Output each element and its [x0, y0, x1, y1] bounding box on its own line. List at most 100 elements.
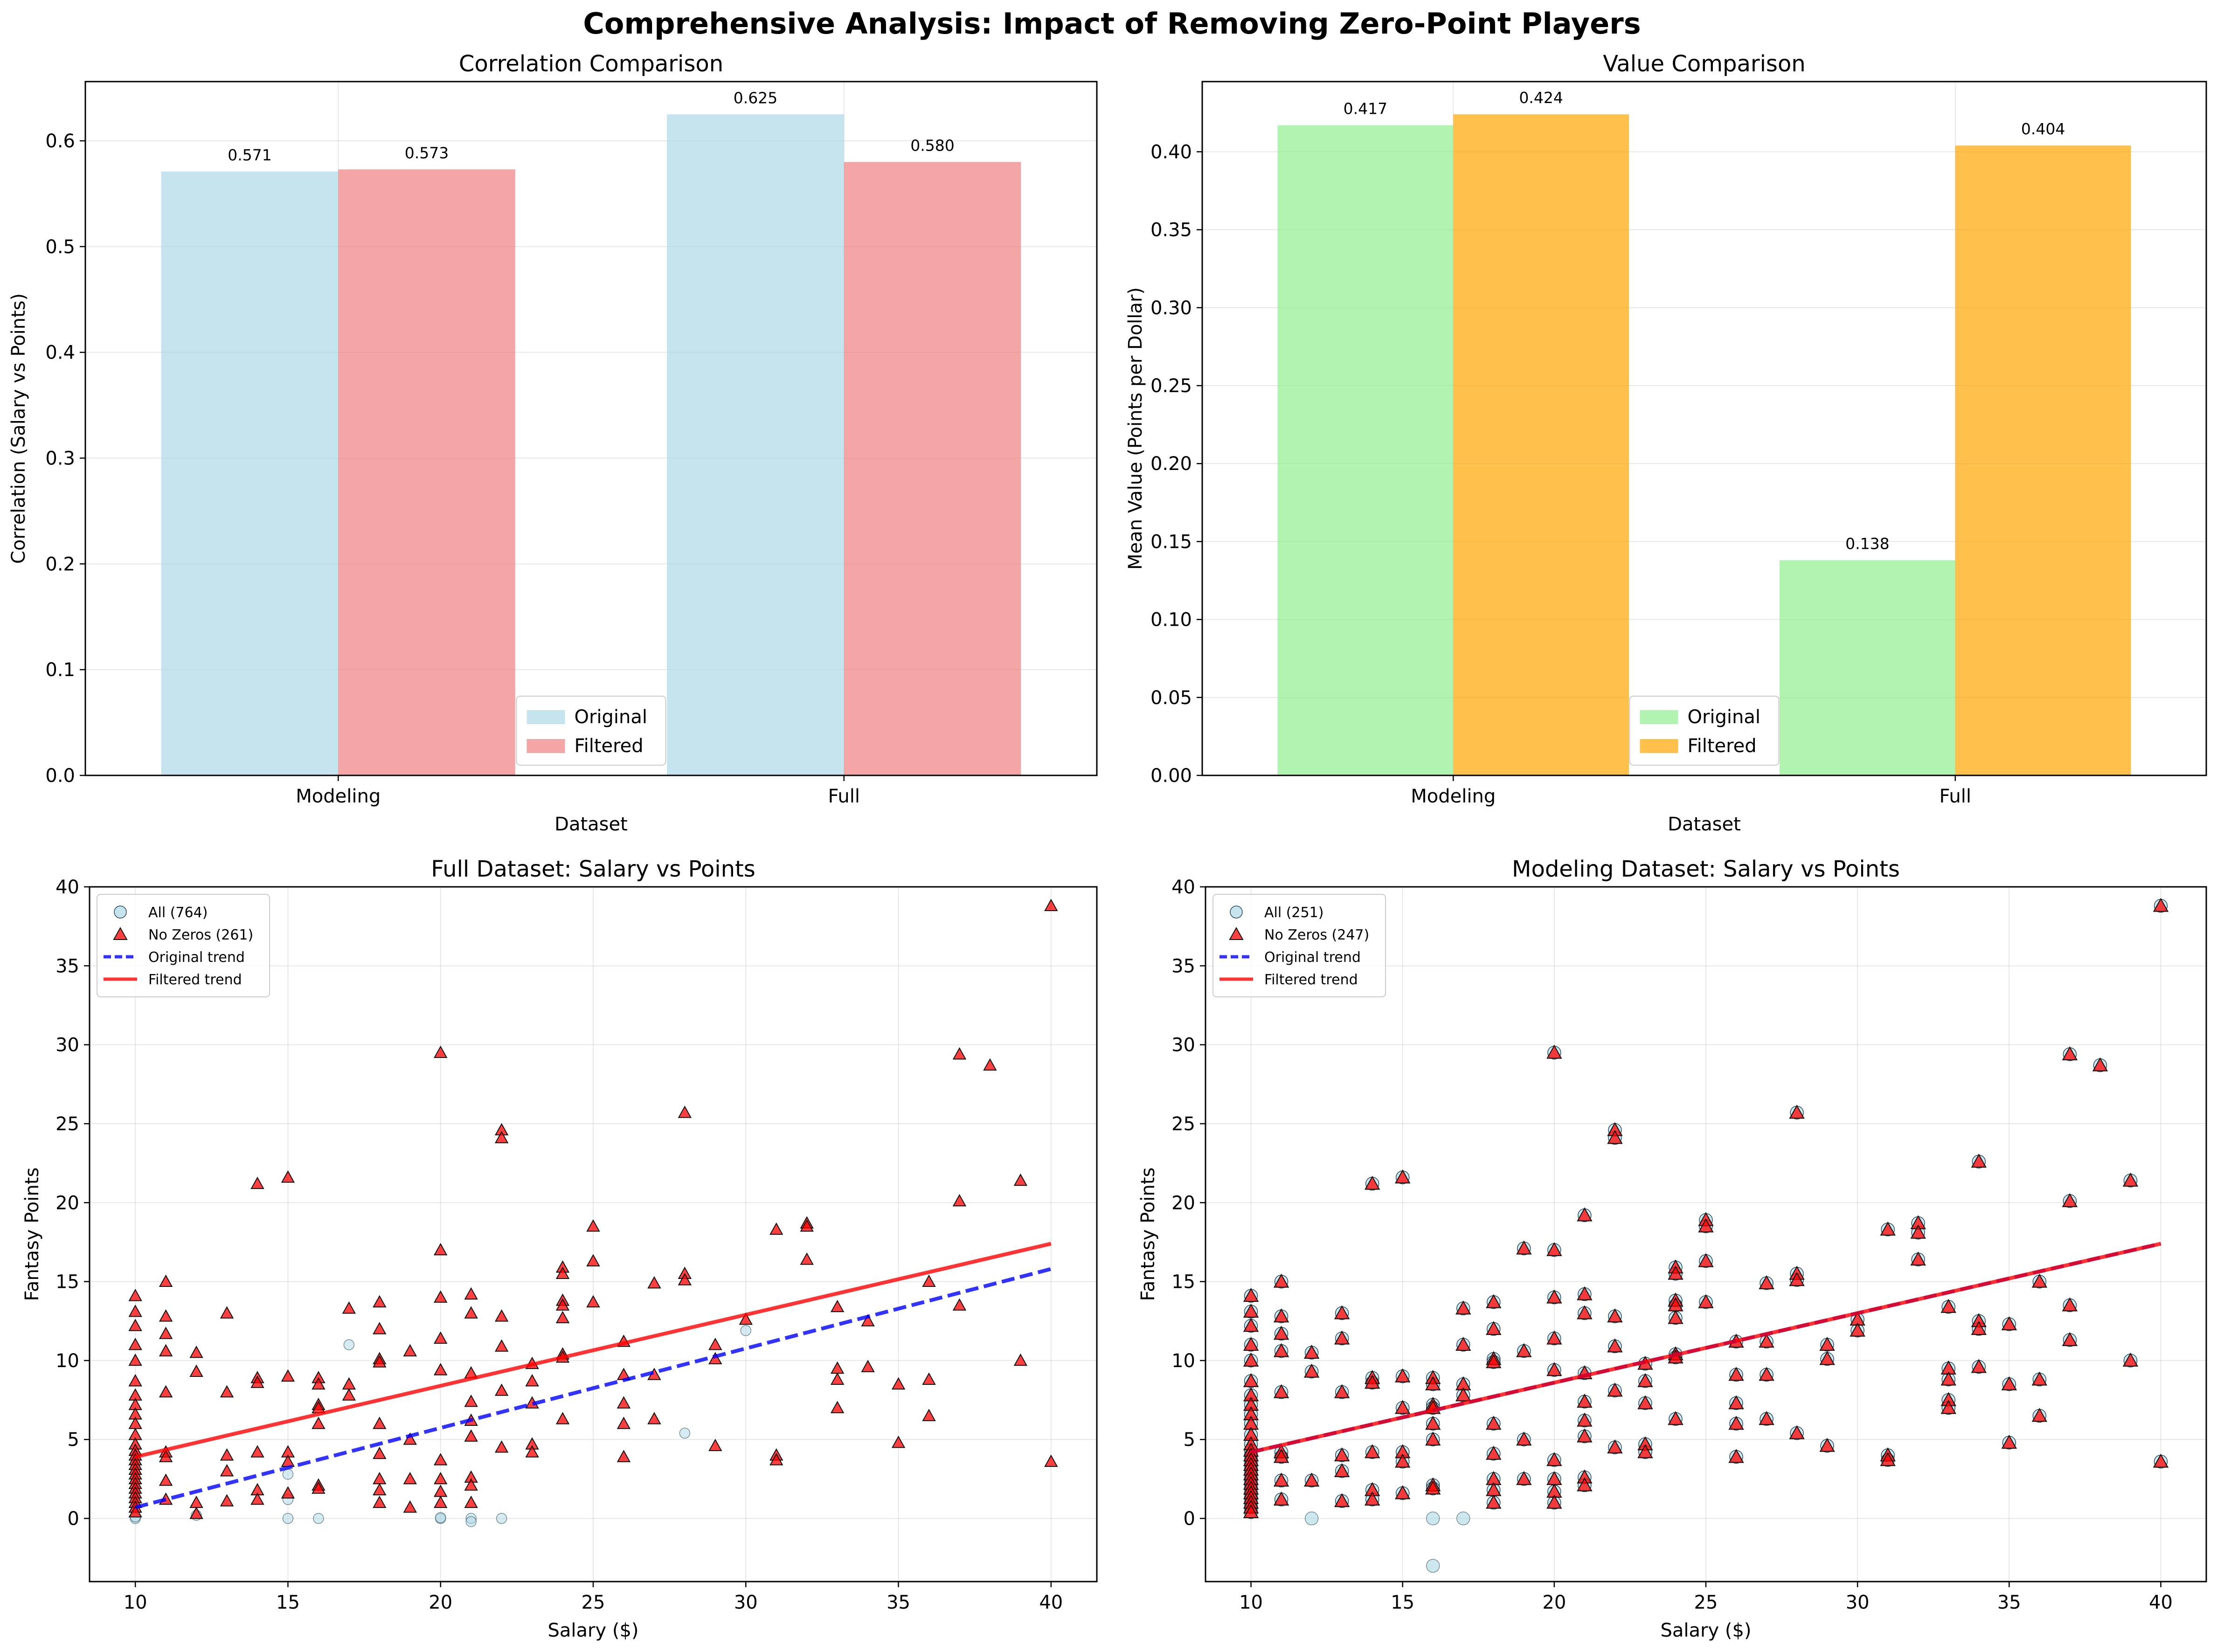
y-tick-label: 0.5 — [45, 236, 75, 258]
y-tick-label: 0 — [1184, 1508, 1195, 1530]
point-no-zeros — [1789, 1425, 1805, 1439]
legend-label: All (251) — [1264, 905, 1323, 921]
point-no-zeros — [1334, 1493, 1350, 1507]
point-no-zeros — [464, 1287, 478, 1300]
point-no-zeros — [281, 1486, 295, 1499]
point-no-zeros — [2122, 1172, 2139, 1187]
point-no-zeros — [373, 1495, 387, 1508]
x-tick-label: 25 — [1694, 1592, 1718, 1613]
point-no-zeros — [1850, 1322, 1865, 1337]
point-no-zeros — [830, 1372, 845, 1385]
point-no-zeros — [1728, 1395, 1744, 1410]
x-tick-label: 30 — [734, 1592, 758, 1613]
point-no-zeros — [494, 1309, 509, 1322]
point-no-zeros — [342, 1301, 356, 1314]
point-no-zeros — [220, 1306, 234, 1319]
point-no-zeros — [312, 1377, 326, 1390]
y-tick-label: 25 — [55, 1113, 79, 1135]
point-no-zeros — [922, 1409, 936, 1421]
x-tick-label: 40 — [2149, 1592, 2173, 1613]
point-no-zeros — [220, 1385, 234, 1398]
legend-label: Filtered — [1688, 735, 1757, 757]
point-no-zeros — [1789, 1272, 1805, 1286]
legend-label: Original trend — [1264, 949, 1361, 966]
point-no-zeros — [1728, 1449, 1744, 1463]
point-no-zeros — [647, 1412, 661, 1424]
point-no-zeros — [586, 1219, 600, 1232]
legend-label: Filtered — [575, 735, 644, 757]
point-no-zeros — [555, 1266, 570, 1279]
point-no-zeros — [1273, 1273, 1289, 1288]
point-no-zeros — [1044, 899, 1058, 912]
y-tick-label: 0.05 — [1150, 687, 1192, 709]
x-tick-label: Full — [1940, 786, 1971, 807]
x-tick-label: 10 — [124, 1592, 147, 1613]
x-axis-label: Dataset — [1668, 814, 1741, 835]
x-tick-label: 20 — [429, 1592, 452, 1613]
point-no-zeros — [555, 1311, 570, 1323]
point-no-zeros — [830, 1299, 845, 1313]
point-no-zeros — [159, 1344, 173, 1356]
point-all — [1426, 1511, 1440, 1526]
filtered-trend-line — [1250, 1242, 2162, 1454]
x-tick-label: 35 — [887, 1592, 910, 1613]
x-tick-label: Full — [828, 786, 860, 807]
x-tick-label: 25 — [582, 1592, 605, 1613]
point-no-zeros — [1243, 1288, 1259, 1302]
point-no-zeros — [1637, 1395, 1653, 1410]
point-no-zeros — [1759, 1411, 1774, 1425]
point-no-zeros — [2031, 1273, 2048, 1288]
point-no-zeros — [830, 1361, 845, 1374]
point-no-zeros — [189, 1345, 203, 1358]
point-no-zeros — [159, 1385, 173, 1398]
point-no-zeros — [2031, 1408, 2048, 1422]
point-no-zeros — [1425, 1416, 1441, 1430]
point-no-zeros — [647, 1276, 661, 1289]
point-no-zeros — [2001, 1376, 2017, 1390]
point-no-zeros — [1486, 1354, 1502, 1369]
point-no-zeros — [1728, 1416, 1744, 1430]
point-no-zeros — [1013, 1353, 1028, 1366]
bar-value-label: 0.625 — [734, 89, 777, 107]
x-tick-label: Modeling — [296, 786, 381, 807]
point-no-zeros — [250, 1176, 264, 1189]
legend-marker-no-zeros — [1229, 926, 1244, 940]
point-no-zeros — [1516, 1431, 1532, 1446]
point-no-zeros — [464, 1429, 478, 1442]
point-no-zeros — [708, 1352, 722, 1364]
point-no-zeros — [2153, 898, 2169, 912]
point-no-zeros — [1334, 1384, 1350, 1398]
legend-label: No Zeros (261) — [148, 927, 253, 943]
axes-frame — [84, 81, 1098, 776]
point-no-zeros — [464, 1495, 478, 1508]
point-no-zeros — [1546, 1362, 1562, 1376]
point-all — [282, 1468, 294, 1480]
point-no-zeros — [1425, 1480, 1441, 1495]
point-no-zeros — [373, 1446, 387, 1459]
point-no-zeros — [1546, 1289, 1562, 1304]
point-no-zeros — [1364, 1444, 1380, 1458]
point-no-zeros — [1971, 1321, 1987, 1335]
point-no-zeros — [1425, 1431, 1441, 1446]
point-no-zeros — [1486, 1321, 1502, 1335]
y-tick-label: 15 — [1171, 1272, 1195, 1293]
point-no-zeros — [2153, 1453, 2169, 1468]
point-all — [282, 1513, 294, 1524]
point-no-zeros — [434, 1363, 448, 1376]
point-no-zeros — [1425, 1376, 1441, 1390]
point-no-zeros — [373, 1355, 387, 1368]
point-no-zeros — [128, 1289, 142, 1301]
point-no-zeros — [1334, 1463, 1350, 1477]
point-no-zeros — [342, 1388, 356, 1401]
point-no-zeros — [403, 1500, 417, 1513]
point-no-zeros — [617, 1417, 631, 1429]
point-no-zeros — [1880, 1452, 1896, 1466]
point-no-zeros — [1910, 1251, 1926, 1266]
point-no-zeros — [312, 1417, 326, 1429]
x-tick-label: 10 — [1239, 1592, 1263, 1613]
point-no-zeros — [1637, 1444, 1653, 1458]
y-tick-label: 20 — [1171, 1192, 1195, 1214]
filtered-trend-line — [135, 1242, 1052, 1459]
point-no-zeros — [1364, 1175, 1380, 1190]
point-no-zeros — [250, 1492, 264, 1505]
